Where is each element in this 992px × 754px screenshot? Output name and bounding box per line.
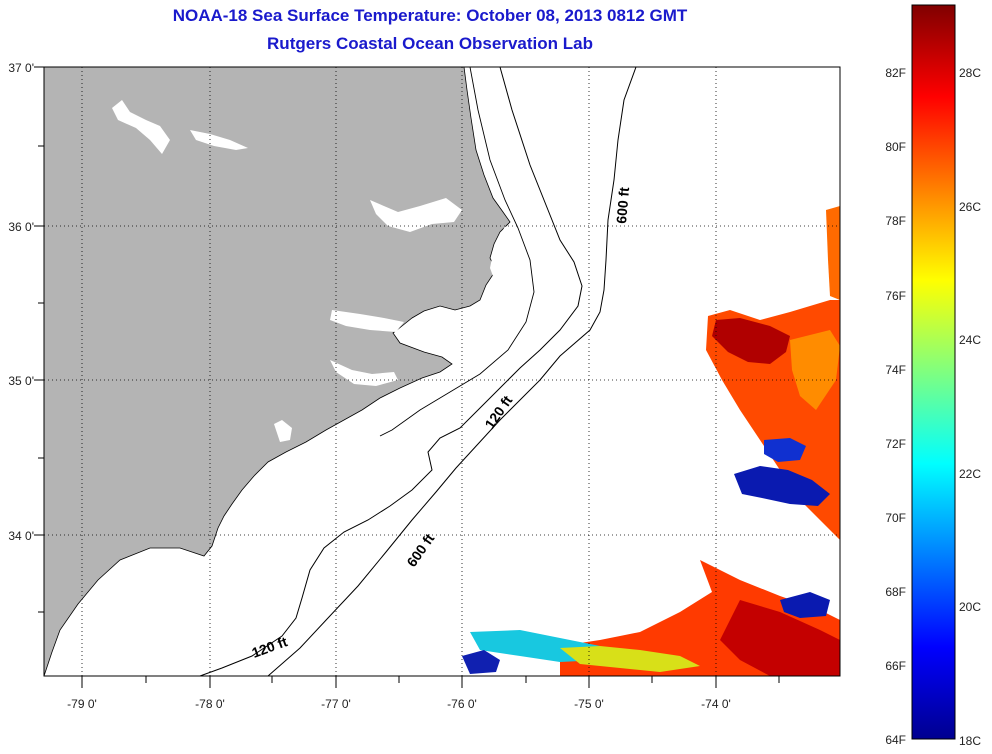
axis-ticks <box>34 66 780 688</box>
sst-patch-cool-2 <box>764 438 806 462</box>
lon-label-75: -75 0' <box>574 697 604 711</box>
graticule <box>44 67 840 676</box>
lon-label-77: -77 0' <box>321 697 351 711</box>
neuse-river <box>330 360 398 386</box>
lon-label-74: -74 0' <box>701 697 731 711</box>
latitude-labels: 37 0' 36 0' 35 0' 34 0' <box>8 61 34 543</box>
map-title: NOAA-18 Sea Surface Temperature: October… <box>172 6 688 25</box>
cb-label-66f: 66F <box>885 659 906 673</box>
sst-imagery <box>462 206 840 676</box>
map-panel: 600 ft 120 ft 600 ft 120 ft <box>8 61 841 711</box>
lat-label-35: 35 0' <box>8 374 34 388</box>
longitude-labels: -79 0' -78 0' -77 0' -76 0' -75 0' -74 0… <box>67 697 731 711</box>
cb-label-64f: 64F <box>885 733 906 747</box>
cb-label-70f: 70F <box>885 511 906 525</box>
albemarle-sound <box>370 198 462 232</box>
inland-lake-2 <box>190 130 248 150</box>
lat-label-34: 34 0' <box>8 529 34 543</box>
cb-label-20c: 20C <box>959 600 981 614</box>
lon-label-76: -76 0' <box>447 697 477 711</box>
lat-label-37: 37 0' <box>8 61 34 75</box>
map-subtitle: Rutgers Coastal Ocean Observation Lab <box>267 34 593 53</box>
inland-lake-3 <box>274 420 292 442</box>
sst-patch-south-hot <box>720 600 840 676</box>
cb-label-78f: 78F <box>885 214 906 228</box>
cb-label-82f: 82F <box>885 66 906 80</box>
inland-lake-1 <box>112 100 170 154</box>
cb-label-74f: 74F <box>885 363 906 377</box>
sst-patch-south-yellow <box>560 646 700 672</box>
cb-label-80f: 80F <box>885 140 906 154</box>
sst-patch-orange <box>790 330 840 410</box>
colorbar-gradient <box>911 4 956 740</box>
isobath-600ft <box>267 67 637 676</box>
sst-patch-east-edge <box>826 206 840 300</box>
cb-label-26c: 26C <box>959 200 981 214</box>
sst-patch-hot <box>712 318 790 364</box>
cb-label-72f: 72F <box>885 437 906 451</box>
sst-patch-se-blue <box>780 592 830 618</box>
cb-label-22c: 22C <box>959 467 981 481</box>
isobath-120ft <box>199 67 583 676</box>
pamlico-river <box>330 310 404 332</box>
colorbar-fahrenheit-labels: 82F 80F 78F 76F 74F 72F 70F 68F 66F 64F <box>885 66 906 747</box>
outer-banks <box>379 67 535 437</box>
cb-label-68f: 68F <box>885 585 906 599</box>
lon-label-78: -78 0' <box>195 697 225 711</box>
lon-label-79: -79 0' <box>67 697 97 711</box>
cb-label-18c: 18C <box>959 734 981 748</box>
pamlico-sound <box>396 226 528 420</box>
sst-patch-cool-1 <box>734 466 830 506</box>
map-frame <box>43 66 841 677</box>
contour-label-600ft-north: 600 ft <box>613 186 632 224</box>
colorbar-celsius-labels: 28C 26C 24C 22C 20C 18C <box>959 66 981 748</box>
cb-label-28c: 28C <box>959 66 981 80</box>
map-content: 600 ft 120 ft 600 ft 120 ft <box>44 67 840 676</box>
cb-label-76f: 76F <box>885 289 906 303</box>
colorbar: 82F 80F 78F 76F 74F 72F 70F 68F 66F 64F … <box>885 4 981 748</box>
cb-label-24c: 24C <box>959 333 981 347</box>
lat-label-36: 36 0' <box>8 220 34 234</box>
sst-patch-south-blue <box>462 650 500 674</box>
